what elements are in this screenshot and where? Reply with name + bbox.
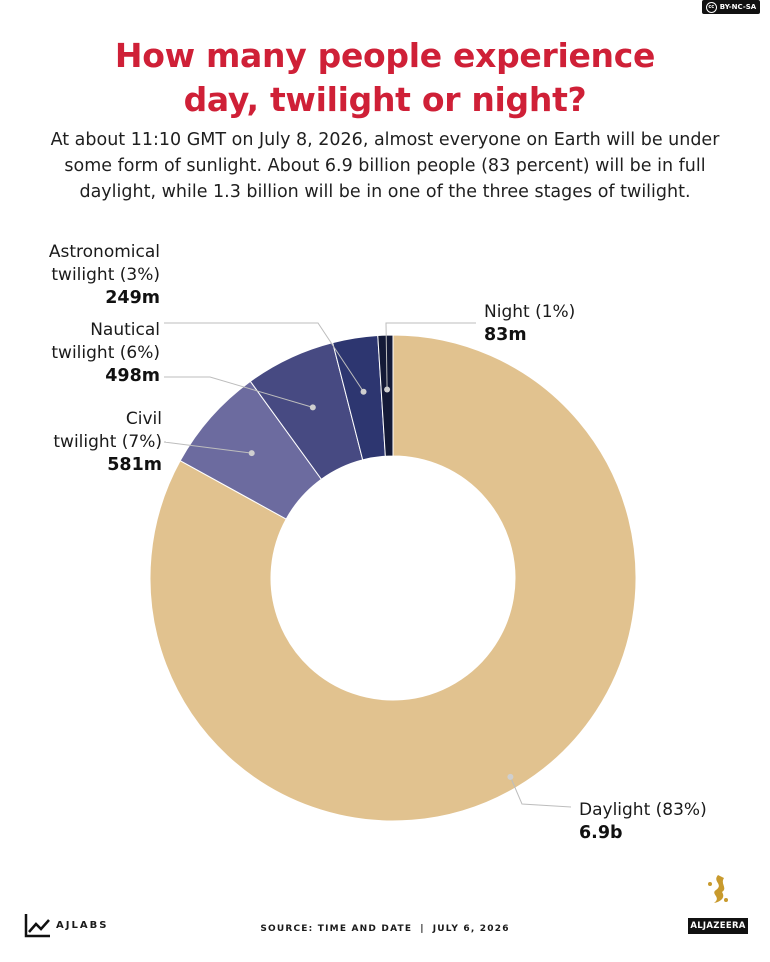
subtitle-line-2: some form of sunlight. About 6.9 billion… bbox=[64, 156, 706, 176]
ajlabs-text: AJLABS bbox=[56, 919, 109, 931]
slice-label: twilight (6%) bbox=[51, 343, 160, 363]
slice-label: twilight (7%) bbox=[53, 432, 162, 452]
slice-value-label: 249m bbox=[105, 288, 160, 308]
aljazeera-logo: ALJAZEERA bbox=[688, 872, 748, 934]
slice-night bbox=[377, 334, 394, 457]
slice-label: Night (1%) bbox=[484, 302, 575, 322]
slice-daylight bbox=[149, 334, 637, 822]
leader-dot bbox=[360, 388, 367, 395]
leader-line bbox=[164, 322, 364, 393]
slice-value-label: 498m bbox=[105, 366, 160, 386]
aljazeera-text: ALJAZEERA bbox=[688, 918, 748, 934]
title-line-2: day, twilight or night? bbox=[183, 80, 587, 119]
leader-dot bbox=[384, 386, 391, 393]
leader-line bbox=[163, 441, 252, 454]
subtitle-line-3: daylight, while 1.3 billion will be in o… bbox=[79, 182, 691, 202]
subtitle-line-1: At about 11:10 GMT on July 8, 2026, almo… bbox=[50, 130, 720, 150]
slice-value-label: 581m bbox=[107, 455, 162, 475]
license-badge: cc BY-NC-SA bbox=[702, 0, 760, 14]
title-line-1: How many people experience bbox=[114, 36, 656, 75]
source-line: SOURCE: TIME AND DATE | JULY 6, 2026 bbox=[260, 924, 510, 934]
slice-value-label: 6.9b bbox=[579, 823, 623, 843]
source-date: JULY 6, 2026 bbox=[432, 924, 510, 934]
ajlabs-logo: AJLABS bbox=[24, 912, 108, 938]
chart-line-icon bbox=[24, 914, 50, 938]
slice-label: twilight (3%) bbox=[51, 265, 160, 285]
leader-dot bbox=[248, 450, 255, 457]
slice-label: Civil bbox=[126, 409, 162, 429]
slice-label: Daylight (83%) bbox=[579, 800, 707, 820]
page-title: How many people experience day, twilight… bbox=[0, 34, 770, 122]
source-text: SOURCE: TIME AND DATE bbox=[260, 924, 413, 934]
aljazeera-calligraphy-icon bbox=[708, 875, 728, 903]
leader-line bbox=[509, 776, 572, 808]
slice-label: Astronomical bbox=[49, 242, 160, 262]
leader-line bbox=[164, 376, 313, 408]
slice-label: Nautical bbox=[90, 320, 160, 340]
creative-commons-icon: cc bbox=[705, 1, 717, 13]
slice-value-label: 83m bbox=[484, 325, 527, 345]
leader-dot bbox=[309, 404, 316, 411]
subtitle: At about 11:10 GMT on July 8, 2026, almo… bbox=[40, 127, 730, 205]
license-text: BY-NC-SA bbox=[719, 3, 757, 11]
leader-dot bbox=[507, 773, 514, 780]
leader-line bbox=[385, 322, 476, 390]
